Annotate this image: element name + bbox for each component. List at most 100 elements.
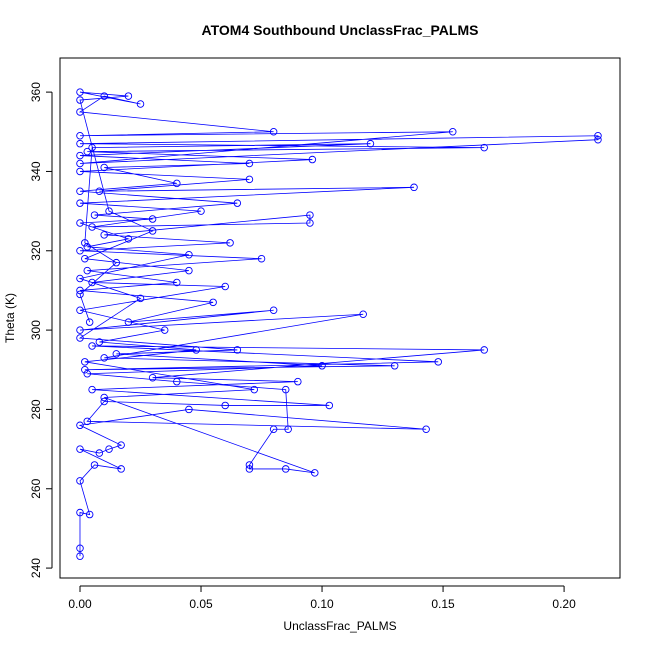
data-point [76, 334, 84, 342]
y-tick-label: 280 [29, 399, 43, 419]
y-tick-label: 260 [29, 478, 43, 498]
data-point [105, 207, 113, 215]
data-point [173, 278, 181, 287]
data-point [185, 250, 193, 259]
data-point [76, 290, 84, 299]
data-point [192, 346, 200, 354]
data-point [160, 326, 169, 334]
data-point [100, 354, 108, 362]
data-point [233, 199, 242, 207]
data-point [85, 318, 94, 326]
data-point [85, 510, 94, 519]
data-point [76, 421, 84, 430]
data-point [100, 231, 108, 239]
data-point [88, 143, 96, 152]
data-point [76, 247, 84, 255]
data-point [81, 358, 89, 366]
y-tick-label: 340 [29, 161, 43, 181]
data-point [311, 469, 319, 477]
x-tick-label: 0.00 [68, 597, 92, 611]
data-point [221, 282, 229, 291]
data-point [250, 385, 259, 394]
x-tick-label: 0.15 [431, 597, 455, 611]
data-point [434, 358, 442, 366]
data-point [95, 187, 104, 196]
data-point [269, 128, 278, 136]
data-point [209, 298, 217, 307]
y-tick-label: 300 [29, 320, 43, 340]
data-point [185, 266, 193, 275]
data-point [117, 465, 125, 473]
data-point [76, 167, 84, 176]
data-point [95, 449, 104, 457]
data-point [245, 159, 254, 168]
data-point [105, 445, 113, 453]
data-point [90, 211, 99, 219]
data-point [81, 239, 89, 247]
data-point [124, 318, 133, 326]
data-point [136, 100, 145, 108]
data-point [148, 215, 157, 223]
data-point [76, 131, 84, 140]
data-point [294, 377, 302, 386]
data-point [124, 92, 133, 100]
data-point [100, 393, 108, 402]
data-point [76, 544, 84, 553]
data-point [148, 373, 157, 382]
data-point [76, 306, 84, 315]
data-point [284, 425, 292, 434]
data-point [76, 219, 84, 227]
x-tick-label: 0.10 [310, 597, 334, 611]
data-point [112, 350, 121, 358]
plot-frame [59, 57, 621, 579]
data-point [95, 338, 104, 346]
data-point [148, 227, 157, 235]
data-point [245, 461, 254, 469]
data-point [173, 377, 181, 386]
data-point [410, 183, 418, 192]
data-point [306, 219, 314, 227]
data-point [76, 326, 84, 334]
y-tick-label: 320 [29, 240, 43, 260]
data-point [197, 207, 205, 215]
data-point [136, 294, 145, 303]
data-point [76, 552, 84, 560]
data-point [594, 131, 602, 140]
data-point [76, 108, 84, 116]
data-point [318, 362, 326, 370]
data-point [281, 465, 290, 473]
data-point [76, 139, 84, 148]
data-point [88, 342, 96, 350]
x-tick-label: 0.05 [189, 597, 213, 611]
data-point [76, 199, 84, 207]
data-point [76, 187, 84, 196]
data-point [76, 159, 84, 168]
data-point [81, 254, 89, 263]
y-axis-label: Theta (K) [3, 293, 17, 343]
data-point [76, 445, 84, 453]
x-tick-label: 0.20 [552, 597, 576, 611]
data-point [173, 179, 181, 188]
data-point [124, 235, 133, 243]
data-point [221, 401, 229, 410]
data-line [78, 91, 599, 557]
data-point [83, 417, 92, 426]
data-point [76, 274, 84, 283]
data-point [112, 258, 121, 267]
data-point [480, 143, 488, 152]
data-point [100, 397, 108, 406]
data-point [76, 88, 84, 96]
data-point [594, 135, 602, 144]
data-point [359, 310, 367, 318]
data-point [448, 128, 457, 136]
data-point [88, 385, 96, 394]
data-point [422, 425, 430, 434]
data-point [233, 346, 242, 354]
data-point [366, 139, 375, 148]
data-point [100, 163, 108, 172]
data-point [257, 254, 266, 263]
data-point [100, 92, 108, 100]
data-point [88, 278, 96, 287]
x-axis-label: UnclassFrac_PALMS [283, 619, 396, 633]
data-point [83, 369, 92, 378]
